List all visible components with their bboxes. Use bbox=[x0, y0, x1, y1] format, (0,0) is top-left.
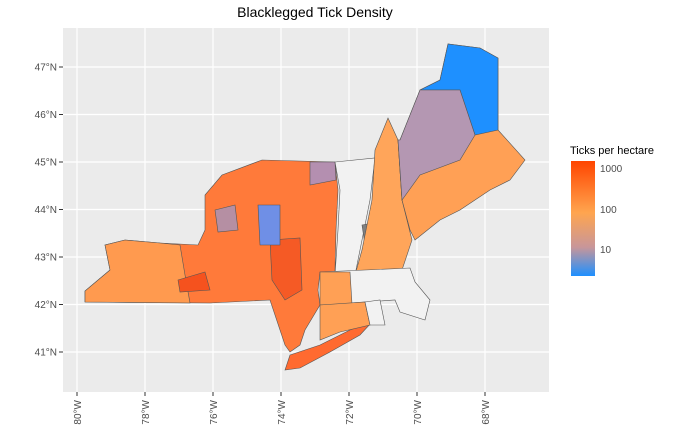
region-massachusetts-west bbox=[319, 271, 353, 306]
region-ny-adirondack-blue bbox=[257, 204, 281, 246]
x-tick-label: 68°W bbox=[481, 399, 492, 424]
region-ny-central-red bbox=[269, 237, 303, 301]
region-ny-red-counties bbox=[177, 271, 211, 293]
x-tick-label: 74°W bbox=[277, 399, 288, 424]
legend-label: 10 bbox=[600, 245, 612, 256]
x-tick-label: 70°W bbox=[413, 399, 424, 424]
x-tick-label: 76°W bbox=[209, 399, 220, 424]
x-tick-label: 78°W bbox=[141, 399, 152, 424]
x-tick-label: 80°W bbox=[73, 399, 84, 424]
legend-label: 100 bbox=[600, 205, 617, 216]
chart-title: Blacklegged Tick Density bbox=[237, 4, 393, 20]
region-ny-purple-county bbox=[214, 204, 239, 233]
y-tick-label: 41°N bbox=[35, 348, 57, 359]
x-tick-label: 72°W bbox=[345, 399, 356, 424]
y-tick-label: 42°N bbox=[35, 300, 57, 311]
y-tick-label: 47°N bbox=[35, 63, 57, 74]
region-new-hampshire bbox=[354, 117, 413, 276]
region-rhode-island bbox=[364, 299, 386, 326]
y-tick-label: 46°N bbox=[35, 110, 57, 121]
region-connecticut bbox=[319, 301, 371, 341]
y-tick-label: 45°N bbox=[35, 158, 57, 169]
legend-label: 1000 bbox=[600, 164, 623, 175]
region-long-island bbox=[284, 321, 373, 371]
y-tick-label: 44°N bbox=[35, 205, 57, 216]
region-ny-north-purple bbox=[309, 161, 337, 186]
region-maine-west-purple bbox=[397, 89, 476, 201]
legend-colorbar bbox=[571, 161, 595, 276]
y-tick-label: 43°N bbox=[35, 253, 57, 264]
legend-title: Ticks per hectare bbox=[570, 145, 654, 157]
